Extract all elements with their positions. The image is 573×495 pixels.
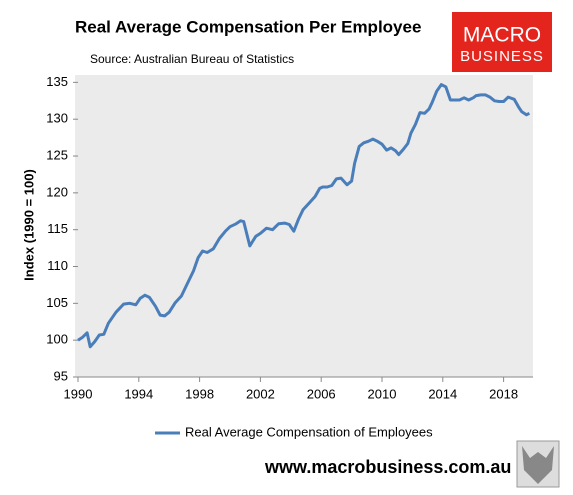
chart-subtitle: Source: Australian Bureau of Statistics	[90, 52, 294, 66]
logo-text: MACRO	[463, 24, 541, 47]
chart-title: Real Average Compensation Per Employee	[75, 17, 421, 36]
footer: www.macrobusiness.com.au	[264, 457, 511, 477]
legend-label: Real Average Compensation of Employees	[185, 424, 433, 439]
x-tick-label: 2018	[489, 386, 518, 401]
y-tick-label: 125	[46, 147, 68, 162]
y-tick-label: 105	[46, 295, 68, 310]
y-tick-label: 95	[54, 368, 68, 383]
x-tick-label: 2014	[428, 386, 457, 401]
y-tick-label: 115	[47, 221, 68, 236]
y-tick-label: 130	[46, 111, 68, 126]
y-tick-label: 100	[46, 332, 68, 347]
y-tick-label: 135	[46, 74, 68, 89]
x-tick-label: 2006	[307, 386, 336, 401]
x-tick-label: 2002	[246, 386, 275, 401]
x-tick-label: 1998	[185, 386, 214, 401]
wolf-icon-shape	[522, 446, 554, 484]
logo	[452, 12, 552, 72]
x-tick-label: 1994	[124, 386, 153, 401]
x-tick-label: 1990	[64, 386, 93, 401]
y-axis-label: Index (1990 = 100)	[21, 169, 36, 281]
logo-text: BUSINESS	[460, 48, 544, 65]
y-tick-label: 120	[46, 184, 68, 199]
x-tick-label: 2010	[368, 386, 397, 401]
line-series	[77, 83, 531, 349]
y-tick-label: 110	[47, 258, 68, 273]
plot-area	[75, 75, 533, 377]
